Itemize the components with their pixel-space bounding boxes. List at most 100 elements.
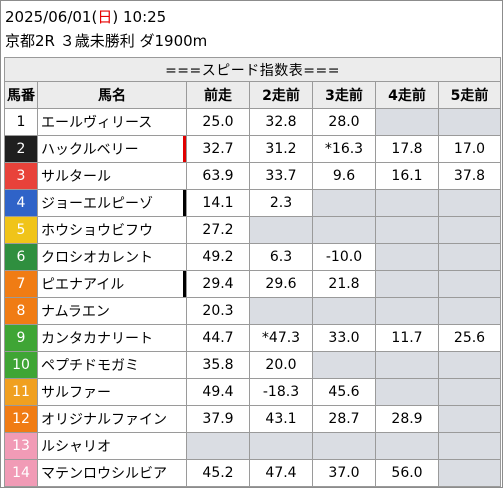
speed-index-3-races-ago-cell: 45.6	[312, 378, 376, 406]
speed-index-5-races-ago-cell	[437, 297, 502, 325]
speed-index-4-races-ago-cell	[375, 351, 439, 379]
speed-index-3-races-ago-cell	[312, 216, 376, 244]
speed-index-2-races-ago-cell: 20.0	[249, 351, 313, 379]
speed-index-4-races-ago-cell	[375, 297, 439, 325]
speed-index-4-races-ago-cell: 11.7	[375, 324, 439, 352]
table-banner: ===スピード指数表===	[3, 57, 502, 82]
speed-index-4-races-ago-cell: 16.1	[375, 162, 439, 190]
horse-number-cell: 3	[4, 162, 38, 190]
speed-index-2-races-ago-cell	[249, 297, 313, 325]
speed-index-5-races-ago-cell	[437, 189, 502, 217]
weekday-close: )	[112, 8, 119, 26]
speed-index-2-races-ago-cell: 47.4	[249, 459, 313, 487]
speed-index-last-race-cell: 25.0	[186, 108, 250, 136]
table-row: 3 サルタール 63.9 33.7 9.6 16.1 37.8	[4, 162, 502, 190]
horse-number-cell: 13	[4, 432, 38, 460]
speed-index-5-races-ago-cell	[437, 243, 502, 271]
speed-index-4-races-ago-cell	[375, 432, 439, 460]
horse-number-cell: 5	[4, 216, 38, 244]
horse-name-cell: カンタカナリート	[37, 324, 187, 352]
speed-index-table: ===スピード指数表=== 馬番 馬名 前走 2走前 3走前 4走前 5走前 1…	[3, 57, 502, 487]
speed-index-last-race-cell: 32.7	[186, 135, 250, 163]
speed-index-5-races-ago-cell	[437, 216, 502, 244]
table-row: 7 ピエナアイル 29.4 29.6 21.8	[4, 270, 502, 298]
speed-index-last-race-cell: 27.2	[186, 216, 250, 244]
horse-name-cell: オリジナルファイン	[37, 405, 187, 433]
table-banner-row: ===スピード指数表===	[3, 57, 502, 82]
speed-index-3-races-ago-cell	[312, 189, 376, 217]
table-row: 2 ハックルベリー 32.7 31.2 *16.3 17.8 17.0	[4, 135, 502, 163]
horse-number-cell: 12	[4, 405, 38, 433]
speed-index-last-race-cell: 49.2	[186, 243, 250, 271]
table-row: 9 カンタカナリート 44.7 *47.3 33.0 11.7 25.6	[4, 324, 502, 352]
speed-index-2-races-ago-cell: 2.3	[249, 189, 313, 217]
speed-index-last-race-cell: 20.3	[186, 297, 250, 325]
horse-name-cell: ピエナアイル	[37, 270, 187, 298]
horse-number-cell: 10	[4, 351, 38, 379]
horse-name-cell: ナムラエン	[37, 297, 187, 325]
table-row: 14 マテンロウシルビア 45.2 47.4 37.0 56.0	[4, 459, 502, 487]
race-time: 10:25	[122, 8, 167, 26]
speed-index-last-race-cell: 37.9	[186, 405, 250, 433]
speed-index-2-races-ago-cell: 43.1	[249, 405, 313, 433]
horse-number-cell: 8	[4, 297, 38, 325]
col-header-5-races-ago: 5走前	[437, 81, 502, 109]
col-header-last-race: 前走	[186, 81, 250, 109]
horse-name-cell: サルタール	[37, 162, 187, 190]
horse-name-cell: ホウショウビフウ	[37, 216, 187, 244]
race-date: 2025/06/01	[5, 8, 92, 26]
horse-name-cell: ジョーエルピーゾ	[37, 189, 187, 217]
table-row: 5 ホウショウビフウ 27.2	[4, 216, 502, 244]
speed-index-last-race-cell: 14.1	[186, 189, 250, 217]
speed-index-2-races-ago-cell: 32.8	[249, 108, 313, 136]
speed-index-5-races-ago-cell	[437, 405, 502, 433]
speed-index-3-races-ago-cell: -10.0	[312, 243, 376, 271]
speed-index-last-race-cell: 44.7	[186, 324, 250, 352]
speed-index-2-races-ago-cell	[249, 216, 313, 244]
horse-name-cell: ルシャリオ	[37, 432, 187, 460]
speed-index-4-races-ago-cell	[375, 108, 439, 136]
col-header-number: 馬番	[4, 81, 38, 109]
table-row: 4 ジョーエルピーゾ 14.1 2.3	[4, 189, 502, 217]
speed-index-4-races-ago-cell: 28.9	[375, 405, 439, 433]
horse-name-cell: エールヴィリース	[37, 108, 187, 136]
speed-index-2-races-ago-cell: 29.6	[249, 270, 313, 298]
speed-index-2-races-ago-cell: 33.7	[249, 162, 313, 190]
horse-number-cell: 4	[4, 189, 38, 217]
col-header-name: 馬名	[37, 81, 187, 109]
horse-number-cell: 2	[4, 135, 38, 163]
speed-index-last-race-cell: 35.8	[186, 351, 250, 379]
speed-index-4-races-ago-cell	[375, 378, 439, 406]
speed-index-5-races-ago-cell	[437, 351, 502, 379]
speed-index-4-races-ago-cell: 17.8	[375, 135, 439, 163]
speed-index-last-race-cell: 49.4	[186, 378, 250, 406]
horse-number-cell: 14	[4, 459, 38, 487]
speed-index-5-races-ago-cell: 17.0	[437, 135, 502, 163]
speed-index-3-races-ago-cell: 21.8	[312, 270, 376, 298]
col-header-2-races-ago: 2走前	[249, 81, 313, 109]
horse-name-cell: マテンロウシルビア	[37, 459, 187, 487]
speed-index-5-races-ago-cell	[437, 108, 502, 136]
race-info: 京都2R ３歳未勝利 ダ1900m	[5, 32, 208, 50]
speed-index-last-race-cell: 63.9	[186, 162, 250, 190]
table-row: 10 ペプチドモガミ 35.8 20.0	[4, 351, 502, 379]
speed-index-3-races-ago-cell	[312, 297, 376, 325]
speed-index-last-race-cell: 29.4	[186, 270, 250, 298]
speed-index-2-races-ago-cell: 6.3	[249, 243, 313, 271]
speed-index-5-races-ago-cell	[437, 432, 502, 460]
speed-index-3-races-ago-cell: 9.6	[312, 162, 376, 190]
speed-index-3-races-ago-cell	[312, 351, 376, 379]
table-row: 13 ルシャリオ	[4, 432, 502, 460]
speed-index-5-races-ago-cell: 37.8	[437, 162, 502, 190]
speed-index-5-races-ago-cell	[437, 270, 502, 298]
race-weekday: 日	[97, 8, 113, 26]
speed-index-3-races-ago-cell	[312, 432, 376, 460]
race-datetime: 2025/06/01(日) 10:25	[5, 8, 166, 26]
speed-index-2-races-ago-cell	[249, 432, 313, 460]
speed-index-3-races-ago-cell: 33.0	[312, 324, 376, 352]
horse-name-cell: ペプチドモガミ	[37, 351, 187, 379]
horse-number-cell: 11	[4, 378, 38, 406]
weekday-open: (	[91, 8, 98, 26]
speed-index-last-race-cell	[186, 432, 250, 460]
